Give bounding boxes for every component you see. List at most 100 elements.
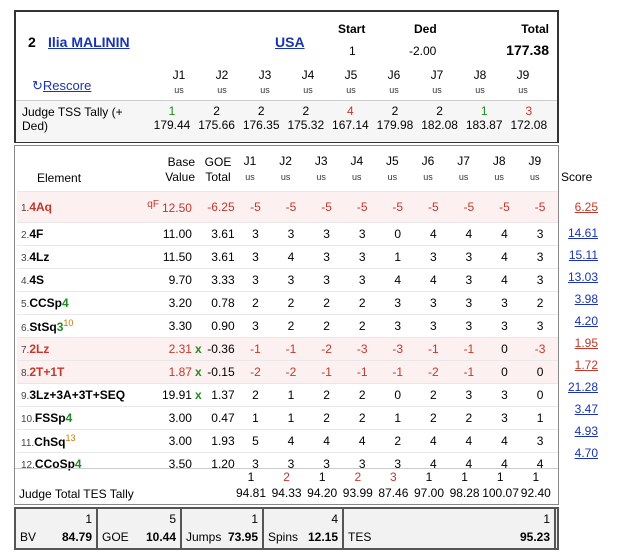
tss-tally-rank: 4 <box>347 104 354 118</box>
base-value-cell: 3.30 <box>146 314 195 338</box>
ded-value: -2.00 <box>409 44 437 58</box>
score-link[interactable]: 3.47 <box>574 402 598 416</box>
summary-value: 12.15 <box>307 530 338 544</box>
judge-mark: 3 <box>379 452 416 475</box>
element-number: 4. <box>21 276 30 287</box>
judge-mark: 3 <box>451 291 487 315</box>
tes-tally-value: 94.20 <box>307 486 338 500</box>
judge-mark: 4 <box>415 268 452 292</box>
summary-rank: 1 <box>543 512 550 526</box>
score-link[interactable]: 4.93 <box>574 424 598 438</box>
judge-mark: 3 <box>379 314 416 338</box>
element-name: 2T+1T <box>29 365 65 379</box>
base-value: 11.50 <box>162 250 192 264</box>
rescore-link[interactable]: ↻Rescore <box>32 78 91 94</box>
tss-tally-rank: 3 <box>525 104 533 118</box>
score-link[interactable]: 3.98 <box>574 292 598 306</box>
tes-tally-row: Judge Total TES Tally 1 94.81 2 94.33 1 94.20… <box>15 468 558 505</box>
judge-mark: 3 <box>308 268 345 292</box>
judge-mark: 3 <box>237 268 274 292</box>
summary-rank: 1 <box>85 512 92 526</box>
judge-mark: 3 <box>273 452 309 475</box>
start-label: Start <box>338 22 366 36</box>
skater-name-link[interactable]: Ilia MALININ <box>48 34 130 50</box>
table-row: 5.CCSp4 3.20 0.78 2 2 2 2 3 3 3 3 2 <box>17 291 558 315</box>
judge-header-row: J1 us J2 us J3 us J4 us J5 us J6 us J7 us J8 us J9 us <box>164 68 554 100</box>
score-link[interactable]: 4.70 <box>574 446 598 460</box>
element-name: 3Lz+3A+3T+SEQ <box>29 388 126 402</box>
tes-tally-value: 94.81 <box>235 486 267 500</box>
goe-value: -0.15 <box>207 365 235 379</box>
judge-mark: -3 <box>344 337 380 361</box>
judge-mark: 3 <box>344 268 380 292</box>
judge-mark: 5 <box>237 429 274 453</box>
judge-name: J9 <box>516 68 530 82</box>
judge-flag: us <box>280 172 291 182</box>
goe-cell: -0.36 <box>201 337 238 361</box>
judge-mark: 4 <box>344 429 380 453</box>
score-link[interactable]: 4.20 <box>574 314 598 328</box>
tes-tally-rank: 1 <box>461 470 468 484</box>
ded-label: Ded <box>414 22 437 36</box>
judge-mark: 3 <box>451 383 487 407</box>
judge-mark: -2 <box>415 360 452 384</box>
table-row: 3.4Lz 11.50 3.61 3 4 3 3 1 3 3 4 3 <box>17 245 558 269</box>
elements-box: Element Base Value GOE Total J1 us J2 us J3 u… <box>14 145 559 505</box>
judge-mark: 0 <box>486 360 523 384</box>
tss-tally-value: 183.87 <box>465 118 503 132</box>
judge-flag: us <box>423 172 433 182</box>
element-cell: 9.3Lz+3A+3T+SEQ <box>17 383 147 407</box>
score-link[interactable]: 21.28 <box>567 380 598 394</box>
summary-label: GOE <box>102 530 129 544</box>
judge-mark: -3 <box>522 337 558 361</box>
judge-mark: 4 <box>522 452 558 475</box>
score-link[interactable]: 14.61 <box>567 226 598 240</box>
score-link[interactable]: 1.72 <box>574 358 598 372</box>
judge-mark: 0 <box>522 383 558 407</box>
tss-tally-value: 182.08 <box>421 118 458 132</box>
summary-cell-jumps: 1 Jumps 73.95 <box>182 509 264 548</box>
score-link[interactable]: 15.11 <box>568 248 598 262</box>
judge-mark: 3 <box>344 222 380 246</box>
judge-mark: 3 <box>237 245 274 269</box>
tss-tally-label: Judge TSS Tally (+ Ded) <box>22 105 123 133</box>
judge-name: J9 <box>528 154 542 168</box>
judge-flag: us <box>316 172 326 182</box>
table-row: 6.StSq310 3.30 0.90 3 2 2 2 3 3 3 3 3 <box>17 314 558 338</box>
judge-mark: 3 <box>486 314 523 338</box>
bonus-cell <box>194 406 202 430</box>
rank-number: 2 <box>28 34 36 50</box>
element-judge-header: J1 us J2 us J3 us J4 us J5 us J6 us J7 us J8 us J9 us <box>235 154 555 186</box>
element-level: 4 <box>74 457 82 471</box>
judge-mark: -1 <box>237 337 274 361</box>
judge-name: J2 <box>215 68 229 82</box>
element-name: ChSq <box>34 435 66 449</box>
judge-mark: -2 <box>237 360 274 384</box>
judge-mark: -5 <box>379 191 416 223</box>
bonus-marker: x <box>194 342 202 356</box>
judge-flag: us <box>432 85 442 95</box>
judge-mark: 4 <box>451 222 487 246</box>
judge-mark: 3 <box>486 291 523 315</box>
goe-value: -6.25 <box>207 200 235 214</box>
judge-mark: 2 <box>344 383 380 407</box>
goe-cell: 3.61 <box>201 222 238 246</box>
element-name: StSq <box>29 320 57 334</box>
summary-label: Spins <box>268 530 299 544</box>
judge-mark: 4 <box>379 268 416 292</box>
judge-name: J6 <box>421 154 435 168</box>
goe-value: 1.37 <box>211 388 235 402</box>
summary-label: BV <box>20 530 37 544</box>
judge-mark: -5 <box>486 191 523 223</box>
judge-mark: -5 <box>237 191 274 223</box>
tes-tally-values: 1 94.81 2 94.33 1 94.20 2 93.99 3 87.46 1 97.00 1 98.… <box>233 469 558 505</box>
score-link[interactable]: 6.25 <box>574 200 598 214</box>
score-link[interactable]: 1.95 <box>574 336 598 350</box>
tss-tally-rank: 2 <box>213 104 220 118</box>
judge-name: J3 <box>258 68 272 82</box>
goe-cell: 3.61 <box>201 245 238 269</box>
judge-mark: -2 <box>308 337 345 361</box>
judge-mark: 3 <box>415 314 452 338</box>
score-link[interactable]: 13.03 <box>567 270 598 284</box>
nation-link[interactable]: USA <box>275 34 305 50</box>
